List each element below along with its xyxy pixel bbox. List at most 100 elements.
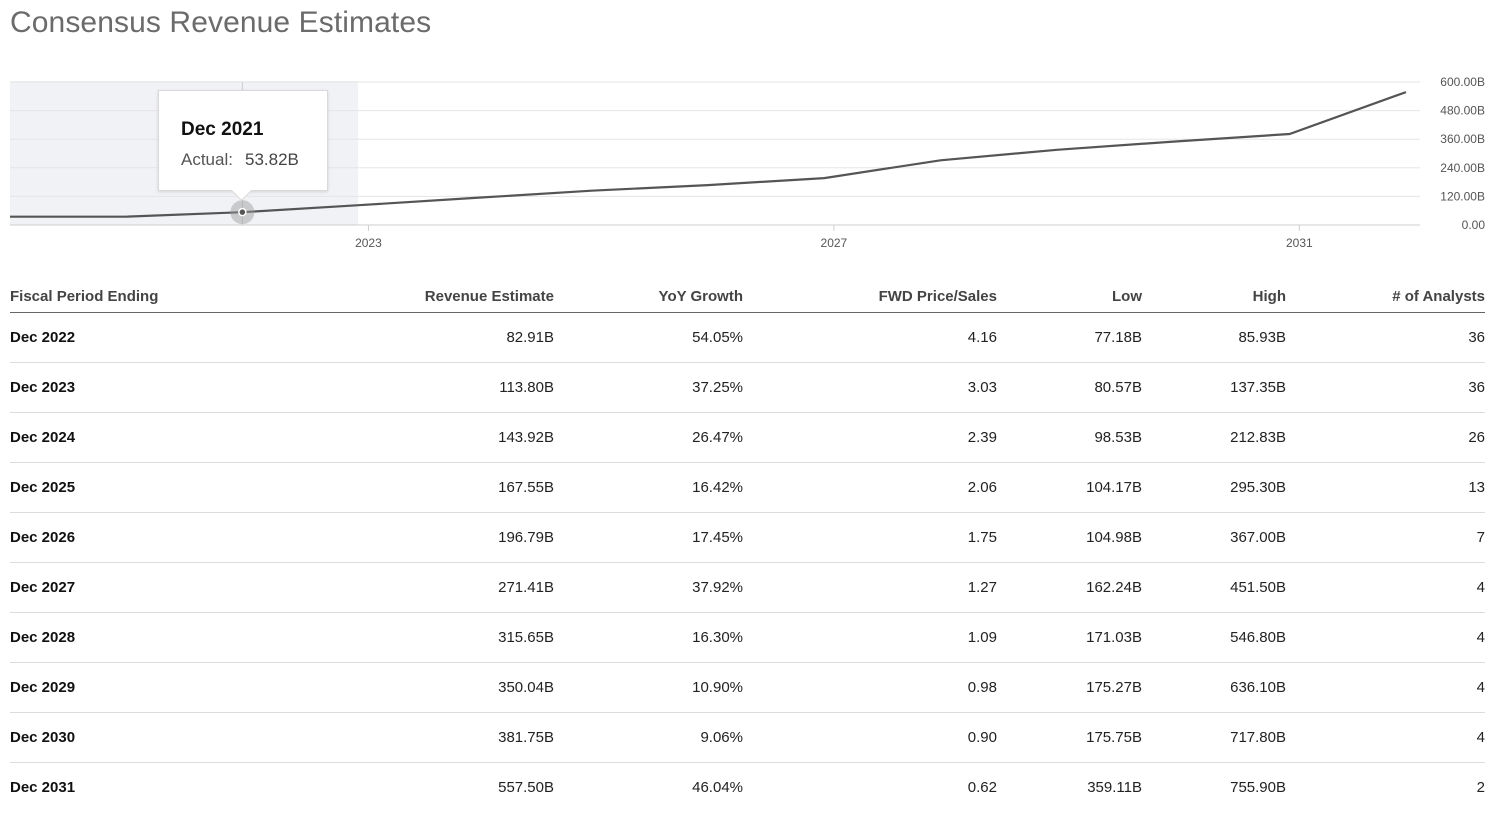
tooltip-row: Actual: 53.82B <box>181 150 327 170</box>
period-cell: Dec 2031 <box>10 762 293 812</box>
y-tick-label: 0.00 <box>1462 218 1486 232</box>
value-cell: 46.04% <box>554 762 743 812</box>
value-cell: 17.45% <box>554 512 743 563</box>
value-cell: 4 <box>1286 662 1485 713</box>
value-cell: 4.16 <box>743 312 997 363</box>
value-cell: 98.53B <box>997 412 1142 463</box>
period-cell: Dec 2028 <box>10 612 293 663</box>
page-title: Consensus Revenue Estimates <box>10 6 432 39</box>
value-cell: 137.35B <box>1142 362 1286 413</box>
estimates-table: Fiscal Period Ending Revenue Estimate Yo… <box>10 280 1485 812</box>
column-header[interactable]: Revenue Estimate <box>424 287 554 305</box>
table-row: Dec 2024 143.92B 26.47% 2.39 98.53B 212.83B 26 <box>10 412 1485 463</box>
period-cell: Dec 2027 <box>10 562 293 613</box>
tooltip-value: 53.82B <box>244 150 299 169</box>
x-tick-label: 2023 <box>355 236 382 250</box>
value-cell: 85.93B <box>1142 312 1286 363</box>
value-cell: 557.50B <box>293 762 554 812</box>
value-cell: 4 <box>1286 612 1485 663</box>
value-cell: 82.91B <box>293 312 554 363</box>
period-cell: Dec 2025 <box>10 462 293 513</box>
value-cell: 171.03B <box>997 612 1142 663</box>
column-header[interactable]: YoY Growth <box>658 287 743 305</box>
value-cell: 36 <box>1286 312 1485 363</box>
value-cell: 13 <box>1286 462 1485 513</box>
tooltip-period: Dec 2021 <box>181 119 264 140</box>
table-row: Dec 2027 271.41B 37.92% 1.27 162.24B 451.50B 4 <box>10 562 1485 613</box>
value-cell: 175.27B <box>997 662 1142 713</box>
value-cell: 0.90 <box>743 712 997 763</box>
table-row: Dec 2031 557.50B 46.04% 0.62 359.11B 755.90B 2 <box>10 762 1485 812</box>
value-cell: 37.25% <box>554 362 743 413</box>
value-cell: 113.80B <box>293 362 554 413</box>
y-axis-ticks: 600.00B 480.00B 360.00B 240.00B 120.00B 0.00 <box>1440 75 1485 232</box>
period-cell: Dec 2023 <box>10 362 293 413</box>
value-cell: 367.00B <box>1142 512 1286 563</box>
period-cell: Dec 2029 <box>10 662 293 713</box>
period-cell: Dec 2026 <box>10 512 293 563</box>
value-cell: 2 <box>1286 762 1485 812</box>
x-tick-label: 2031 <box>1286 236 1313 250</box>
value-cell: 26.47% <box>554 412 743 463</box>
column-header[interactable]: # of Analysts <box>1392 287 1485 305</box>
x-tick-label: 2027 <box>821 236 848 250</box>
y-tick-label: 480.00B <box>1440 104 1485 118</box>
value-cell: 196.79B <box>293 512 554 563</box>
y-tick-label: 120.00B <box>1440 189 1485 203</box>
value-cell: 104.17B <box>997 462 1142 513</box>
value-cell: 717.80B <box>1142 712 1286 763</box>
value-cell: 16.42% <box>554 462 743 513</box>
value-cell: 16.30% <box>554 612 743 663</box>
value-cell: 162.24B <box>997 562 1142 613</box>
value-cell: 3.03 <box>743 362 997 413</box>
value-cell: 4 <box>1286 712 1485 763</box>
hover-point[interactable] <box>238 207 247 217</box>
value-cell: 350.04B <box>293 662 554 713</box>
value-cell: 9.06% <box>554 712 743 763</box>
table-row: Dec 2026 196.79B 17.45% 1.75 104.98B 367.00B 7 <box>10 512 1485 563</box>
value-cell: 451.50B <box>1142 562 1286 613</box>
table-header-row: Fiscal Period Ending Revenue Estimate Yo… <box>10 280 1485 313</box>
value-cell: 36 <box>1286 362 1485 413</box>
x-axis-ticks: 2023 2027 2031 <box>355 225 1313 250</box>
column-header[interactable]: Low <box>1112 287 1142 305</box>
value-cell: 381.75B <box>293 712 554 763</box>
y-tick-label: 360.00B <box>1440 132 1485 146</box>
value-cell: 2.39 <box>743 412 997 463</box>
tooltip-label: Actual: <box>181 150 233 169</box>
value-cell: 37.92% <box>554 562 743 613</box>
table-row: Dec 2029 350.04B 10.90% 0.98 175.27B 636.10B 4 <box>10 662 1485 713</box>
value-cell: 315.65B <box>293 612 554 663</box>
column-header[interactable]: FWD Price/Sales <box>878 287 997 305</box>
value-cell: 546.80B <box>1142 612 1286 663</box>
value-cell: 359.11B <box>997 762 1142 812</box>
value-cell: 1.75 <box>743 512 997 563</box>
value-cell: 212.83B <box>1142 412 1286 463</box>
value-cell: 636.10B <box>1142 662 1286 713</box>
value-cell: 271.41B <box>293 562 554 613</box>
value-cell: 80.57B <box>997 362 1142 413</box>
column-header[interactable]: Fiscal Period Ending <box>10 287 159 305</box>
value-cell: 0.98 <box>743 662 997 713</box>
value-cell: 2.06 <box>743 462 997 513</box>
value-cell: 167.55B <box>293 462 554 513</box>
value-cell: 10.90% <box>554 662 743 713</box>
y-tick-label: 240.00B <box>1440 161 1485 175</box>
period-cell: Dec 2022 <box>10 312 293 363</box>
value-cell: 104.98B <box>997 512 1142 563</box>
table-row: Dec 2022 82.91B 54.05% 4.16 77.18B 85.93B 36 <box>10 312 1485 363</box>
value-cell: 1.27 <box>743 562 997 613</box>
table-row: Dec 2030 381.75B 9.06% 0.90 175.75B 717.80B 4 <box>10 712 1485 763</box>
value-cell: 4 <box>1286 562 1485 613</box>
value-cell: 295.30B <box>1142 462 1286 513</box>
value-cell: 54.05% <box>554 312 743 363</box>
value-cell: 0.62 <box>743 762 997 812</box>
value-cell: 143.92B <box>293 412 554 463</box>
value-cell: 175.75B <box>997 712 1142 763</box>
y-tick-label: 600.00B <box>1440 75 1485 89</box>
table-row: Dec 2025 167.55B 16.42% 2.06 104.17B 295.30B 1… <box>10 462 1485 513</box>
column-header[interactable]: High <box>1252 287 1286 305</box>
table-row: Dec 2028 315.65B 16.30% 1.09 171.03B 546.80B 4 <box>10 612 1485 663</box>
value-cell: 77.18B <box>997 312 1142 363</box>
value-cell: 755.90B <box>1142 762 1286 812</box>
